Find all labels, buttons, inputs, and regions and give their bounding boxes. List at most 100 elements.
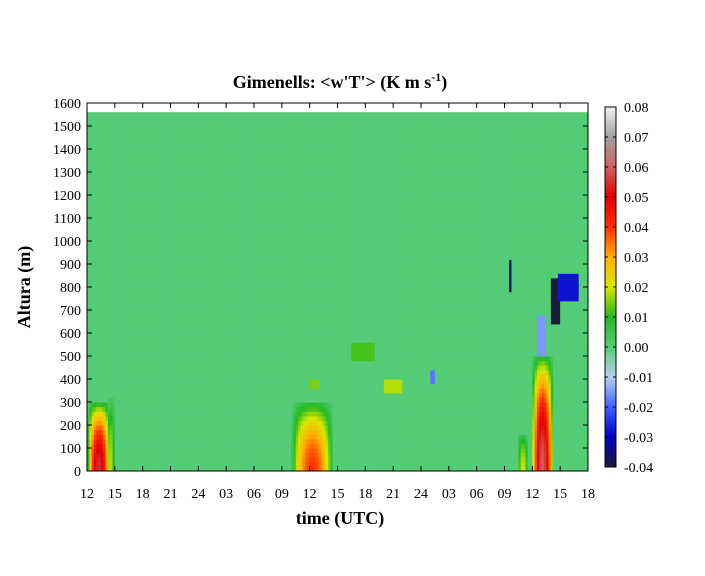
heatmap-cell — [221, 222, 225, 228]
heatmap-cell — [131, 167, 134, 173]
heatmap-cell — [126, 287, 130, 293]
heatmap-cell — [151, 149, 155, 155]
heatmap-cell — [179, 296, 183, 302]
heatmap-cell — [91, 452, 95, 458]
heatmap-cell — [221, 130, 225, 136]
heatmap-cell — [191, 300, 195, 306]
heatmap-cell — [133, 402, 137, 408]
heatmap-cell — [233, 397, 237, 403]
heatmap-cell — [172, 461, 176, 467]
heatmap-cell — [98, 287, 102, 293]
heatmap-cell — [200, 167, 204, 173]
heatmap-cell — [219, 296, 223, 302]
heatmap-cell — [89, 461, 93, 467]
heatmap-cell — [168, 172, 172, 178]
heatmap-cell — [230, 346, 234, 352]
heatmap-cell — [154, 144, 158, 150]
heatmap-cell — [117, 185, 121, 191]
heatmap-cell — [168, 149, 172, 155]
heatmap-cell — [117, 199, 121, 205]
heatmap-cell — [196, 388, 199, 394]
heatmap-cell — [133, 461, 137, 467]
heatmap-cell — [228, 319, 232, 325]
heatmap-cell — [165, 185, 169, 191]
heatmap-cell — [156, 162, 160, 168]
heatmap-cell — [179, 425, 183, 431]
heatmap-cell — [202, 360, 206, 366]
heatmap-cell — [131, 162, 134, 168]
heatmap-cell — [228, 268, 232, 274]
heatmap-cell — [142, 139, 146, 145]
heatmap-cell — [114, 241, 118, 247]
heatmap-cell — [158, 227, 162, 233]
heatmap-cell — [144, 126, 148, 132]
heatmap-cell — [233, 420, 237, 426]
heatmap-cell — [126, 208, 130, 214]
heatmap-cell — [175, 434, 179, 440]
heatmap-cell — [124, 190, 128, 196]
heatmap-cell — [175, 222, 179, 228]
heatmap-cell — [149, 172, 153, 178]
heatmap-cell — [205, 425, 209, 431]
heatmap-cell — [221, 402, 225, 408]
heatmap-cell — [112, 282, 116, 288]
heatmap-cell — [110, 374, 114, 380]
heatmap-cell — [100, 461, 104, 467]
heatmap-cell — [182, 176, 186, 182]
heatmap-cell — [149, 208, 153, 214]
heatmap-cell — [179, 379, 183, 385]
heatmap-cell — [175, 443, 179, 449]
heatmap-cell — [168, 282, 172, 288]
heatmap-cell — [142, 452, 146, 458]
heatmap-cell — [138, 420, 141, 426]
heatmap-cell — [112, 466, 116, 471]
heatmap-cell — [93, 420, 97, 426]
heatmap-cell — [93, 158, 97, 164]
heatmap-cell — [131, 383, 134, 389]
heatmap-cell — [189, 461, 192, 467]
heatmap-cell — [161, 369, 165, 375]
heatmap-cell — [186, 121, 190, 127]
heatmap-cell — [223, 319, 227, 325]
heatmap-cell — [93, 429, 97, 435]
heatmap-cell — [172, 153, 176, 159]
heatmap-cell — [158, 273, 162, 279]
heatmap-cell — [214, 181, 218, 187]
heatmap-cell — [198, 314, 202, 320]
heatmap-cell — [128, 213, 132, 219]
heatmap-cell — [207, 314, 211, 320]
heatmap-cell — [96, 158, 100, 164]
heatmap-cell — [172, 218, 176, 224]
heatmap-cell — [126, 466, 130, 471]
heatmap-cell — [149, 250, 153, 256]
heatmap-cell — [175, 333, 179, 339]
heatmap-cell — [112, 342, 116, 348]
heatmap-cell — [135, 245, 139, 251]
heatmap-cell — [179, 452, 183, 458]
heatmap-cell — [214, 420, 218, 426]
heatmap-cell — [114, 323, 118, 329]
heatmap-cell — [209, 195, 213, 201]
heatmap-cell — [135, 383, 139, 389]
heatmap-cell — [117, 218, 121, 224]
heatmap-cell — [168, 296, 172, 302]
heatmap-cell — [147, 282, 151, 288]
heatmap-cell — [207, 406, 211, 412]
heatmap-cell — [124, 277, 128, 283]
heatmap-cell — [209, 241, 213, 247]
heatmap-cell — [142, 429, 146, 435]
heatmap-cell — [200, 268, 204, 274]
heatmap-cell — [149, 443, 153, 449]
heatmap-cell — [105, 181, 109, 187]
heatmap-cell — [89, 112, 93, 118]
heatmap-cell — [177, 158, 181, 164]
heatmap-cell — [135, 360, 139, 366]
heatmap-cell — [103, 365, 107, 371]
heatmap-cell — [131, 296, 134, 302]
heatmap-cell — [214, 379, 218, 385]
heatmap-cell — [151, 392, 155, 398]
heatmap-cell — [214, 383, 218, 389]
heatmap-cell — [138, 365, 141, 371]
heatmap-cell — [147, 300, 151, 306]
heatmap-cell — [91, 337, 95, 343]
